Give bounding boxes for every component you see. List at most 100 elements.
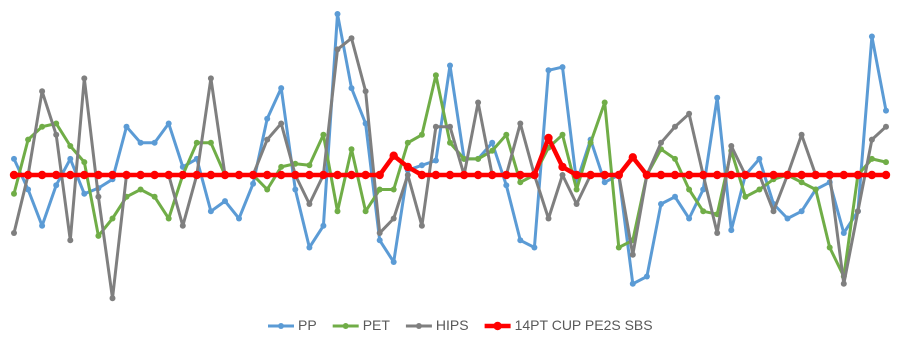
data-point <box>52 170 61 180</box>
legend-swatch-marker <box>278 323 284 329</box>
data-point <box>95 193 102 200</box>
data-point <box>418 222 425 229</box>
data-point <box>9 170 19 180</box>
data-point <box>868 155 875 162</box>
data-point <box>11 155 17 162</box>
series-pp <box>11 11 889 287</box>
data-point <box>531 244 538 251</box>
data-point <box>516 170 525 180</box>
data-point <box>248 170 258 180</box>
data-point <box>517 179 524 186</box>
data-point <box>37 170 47 180</box>
data-point <box>867 170 877 180</box>
data-point <box>881 170 891 180</box>
plot-area <box>9 11 891 302</box>
legend-item: PP <box>268 317 317 333</box>
data-point <box>686 186 693 193</box>
data-point <box>826 244 833 251</box>
data-point <box>601 179 608 186</box>
data-point <box>517 120 524 127</box>
data-point <box>559 131 566 138</box>
legend: PP PET HIPS 14PT CUP PE2S SBS <box>268 317 653 333</box>
legend-swatch-marker <box>342 323 349 329</box>
data-point <box>473 170 483 180</box>
data-point <box>783 170 792 180</box>
data-point <box>220 170 230 180</box>
data-point <box>601 99 608 106</box>
data-point <box>222 198 228 205</box>
data-point <box>854 208 861 215</box>
data-point <box>489 139 496 146</box>
data-point <box>629 251 636 258</box>
data-point <box>376 230 383 236</box>
data-point <box>67 155 74 162</box>
data-point <box>728 143 735 149</box>
data-point <box>447 139 453 146</box>
data-point <box>193 139 200 146</box>
data-point <box>334 11 341 17</box>
data-point <box>108 170 117 180</box>
data-point <box>672 193 678 200</box>
data-point <box>517 237 524 244</box>
data-point <box>39 88 46 95</box>
data-point <box>348 85 355 92</box>
data-point <box>559 64 566 71</box>
data-point <box>234 170 244 180</box>
data-point <box>643 273 650 280</box>
data-point <box>25 186 32 193</box>
data-point <box>362 120 369 127</box>
data-point <box>840 230 847 236</box>
data-point <box>839 170 848 180</box>
data-point <box>306 201 313 207</box>
data-point <box>150 170 159 180</box>
data-point <box>403 162 412 172</box>
data-point <box>348 146 355 153</box>
data-point <box>502 170 511 180</box>
data-point <box>432 72 439 79</box>
data-point <box>67 143 74 149</box>
data-point <box>207 208 214 215</box>
data-point <box>404 139 411 146</box>
legend-item: PET <box>332 317 390 333</box>
data-point <box>572 170 581 180</box>
data-point <box>840 280 847 287</box>
data-point <box>686 110 693 117</box>
legend-label: PP <box>298 317 317 333</box>
data-point <box>305 170 314 180</box>
data-point <box>348 35 355 42</box>
data-point <box>545 215 552 222</box>
legend-swatch-marker <box>415 323 422 329</box>
data-point <box>278 163 285 170</box>
data-point <box>264 136 271 143</box>
data-point <box>206 170 216 180</box>
data-point <box>798 208 805 215</box>
legend-swatch-marker <box>493 321 502 331</box>
data-point <box>109 295 116 302</box>
series-line <box>12 36 888 300</box>
data-point <box>81 190 88 197</box>
data-point <box>728 227 735 234</box>
data-point <box>250 180 257 187</box>
data-point <box>375 170 384 180</box>
data-point <box>179 222 186 229</box>
data-point <box>503 182 510 189</box>
data-point <box>137 186 144 193</box>
data-point <box>615 244 622 251</box>
data-point <box>376 186 383 193</box>
data-point <box>306 162 313 169</box>
data-point <box>883 107 889 114</box>
data-point <box>658 201 664 207</box>
series-line <box>12 12 888 286</box>
data-point <box>459 170 469 180</box>
data-point <box>811 170 820 180</box>
data-point <box>700 208 707 215</box>
data-point <box>109 215 116 222</box>
data-point <box>81 75 88 82</box>
data-point <box>431 170 441 180</box>
data-point <box>628 153 637 162</box>
legend-label: 14PT CUP PE2S SBS <box>515 317 653 333</box>
data-point <box>417 170 427 180</box>
data-point <box>784 215 791 222</box>
data-point <box>334 46 341 53</box>
